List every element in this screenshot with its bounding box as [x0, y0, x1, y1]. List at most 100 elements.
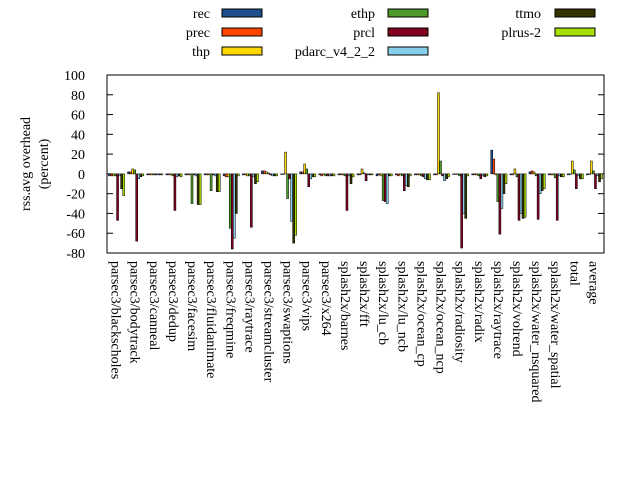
bar [441, 173, 444, 177]
bar [184, 173, 188, 176]
bar [502, 173, 506, 194]
bar [231, 173, 234, 250]
bar [237, 173, 240, 177]
bar [379, 173, 383, 177]
bar [428, 173, 431, 181]
x-tick-label: splash2x/volrend [509, 261, 524, 357]
bar [343, 173, 347, 177]
bar [152, 173, 156, 176]
bar [358, 173, 362, 176]
bar [452, 173, 455, 175]
bar [368, 173, 372, 176]
bar [504, 173, 508, 185]
x-tick-label: parsec3/swaptions [280, 261, 295, 364]
bar [156, 173, 160, 176]
bar [139, 173, 143, 178]
bar [307, 173, 310, 187]
bar [246, 173, 249, 177]
y-tick-label: -40 [66, 207, 85, 222]
legend-swatch [387, 46, 429, 56]
x-tick-label: splash2x/ocean_cp [413, 261, 428, 367]
bar [177, 173, 181, 177]
bar [553, 173, 557, 179]
bar [192, 173, 196, 176]
bar [460, 173, 463, 249]
bar [387, 173, 391, 177]
bar [256, 173, 259, 183]
bar [573, 169, 576, 175]
bar [165, 173, 169, 176]
legend-label: thp [192, 45, 210, 60]
bar [271, 173, 274, 177]
bar [250, 173, 253, 228]
x-tick-label: splash2x/fft [356, 261, 371, 327]
bar [299, 171, 302, 175]
bar [209, 173, 213, 191]
bar [492, 158, 496, 175]
legend-swatch [554, 27, 596, 37]
bar [265, 171, 268, 175]
bar [530, 170, 534, 175]
bar [160, 173, 164, 176]
y-axis-label: (percent) [37, 138, 52, 189]
bar [320, 173, 324, 177]
bar [179, 173, 183, 178]
bar [341, 173, 345, 176]
bar [405, 173, 408, 187]
bar [375, 173, 379, 177]
bar [324, 173, 328, 177]
bar [568, 173, 572, 175]
bar [596, 173, 599, 177]
legend-label: rec [193, 7, 210, 22]
bar [309, 173, 313, 180]
bar [280, 173, 283, 175]
bar [215, 173, 219, 192]
x-tick-label: parsec3/blackscholes [108, 261, 123, 379]
bar [445, 173, 448, 180]
bar [577, 173, 580, 177]
bar [211, 173, 215, 176]
bar [213, 173, 217, 177]
bar [366, 173, 370, 176]
bar [339, 173, 343, 176]
bar [517, 173, 521, 221]
bar [394, 173, 398, 176]
x-tick-label: splash2x/lu_cb [375, 261, 390, 345]
bar [328, 173, 332, 177]
bar [146, 173, 149, 176]
bar [437, 92, 440, 175]
bar [188, 173, 192, 176]
bar [562, 173, 565, 178]
x-tick-label: splash2x/radiosity [452, 261, 467, 363]
bar [383, 173, 387, 202]
bar [579, 173, 582, 180]
bar [235, 173, 238, 214]
bar [571, 160, 574, 175]
x-tick-label: average [585, 261, 600, 305]
bar [496, 173, 500, 202]
bar [114, 173, 117, 177]
bar [282, 173, 285, 175]
x-tick-label: parsec3/freqmine [222, 261, 237, 358]
bar [403, 173, 406, 191]
bar [362, 172, 366, 175]
bar [345, 173, 349, 211]
bar [261, 170, 264, 175]
bar [148, 173, 151, 176]
bar [542, 173, 546, 189]
y-tick-label: -60 [66, 227, 85, 242]
y-tick-label: -80 [66, 247, 85, 262]
bar [301, 171, 304, 175]
bar [141, 173, 145, 177]
bar [150, 173, 154, 176]
bar [158, 173, 162, 176]
bar [447, 173, 450, 178]
bar [521, 173, 525, 219]
bar [519, 173, 523, 214]
bar [364, 173, 368, 182]
bar [222, 173, 226, 177]
x-tick-label: splash2x/water_spatial [547, 261, 562, 389]
bar [241, 173, 245, 176]
bar [443, 173, 446, 182]
